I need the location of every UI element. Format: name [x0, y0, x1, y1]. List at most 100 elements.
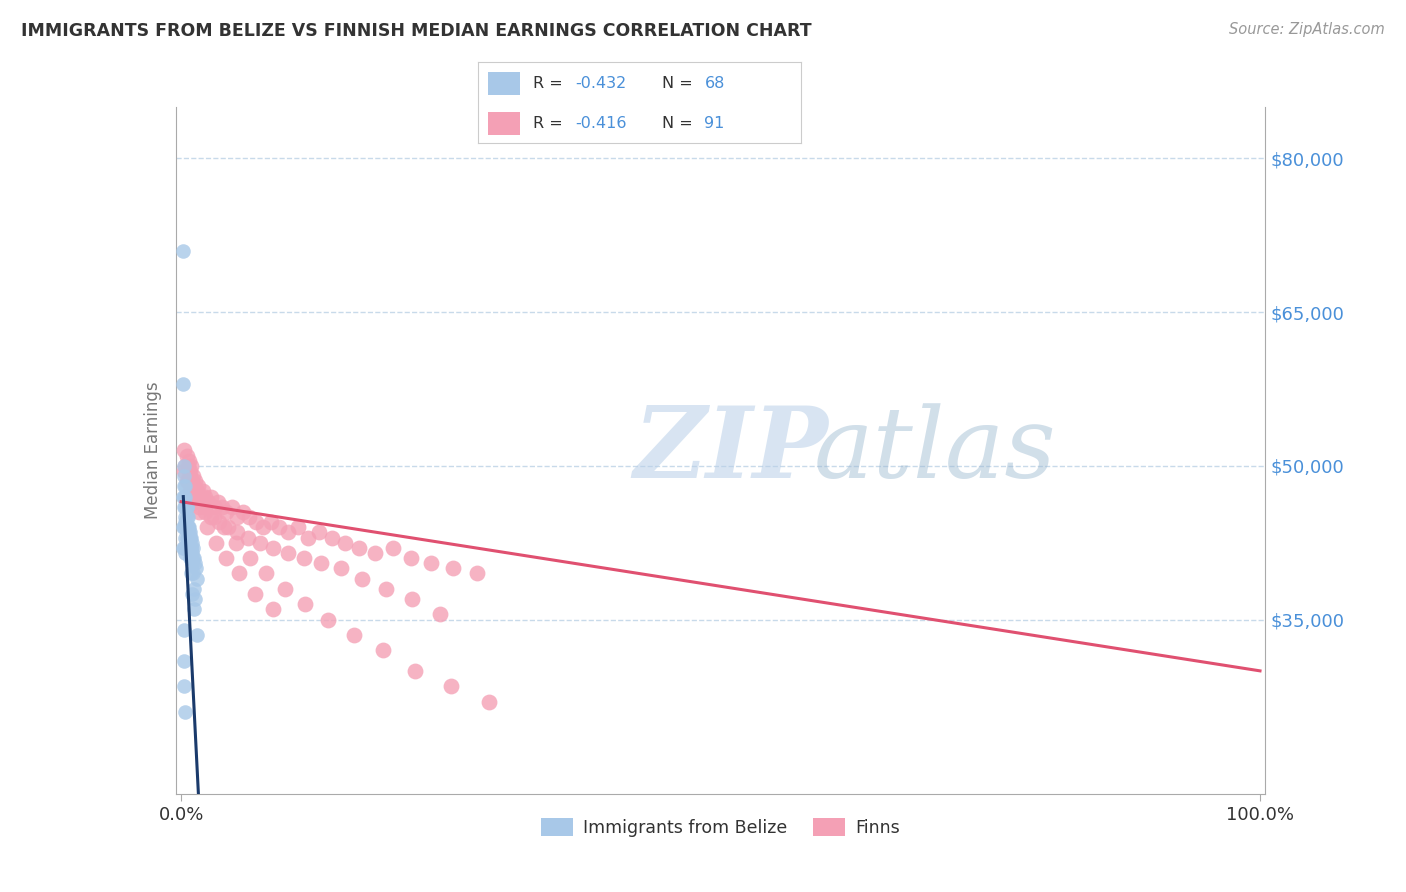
Point [371, 643, 394, 657]
Point [179, 525, 201, 540]
Point [180, 458, 202, 473]
Point [184, 592, 207, 607]
Point [214, 520, 236, 534]
Point [173, 500, 195, 514]
Point [179, 541, 201, 555]
Point [183, 494, 205, 508]
Point [269, 520, 291, 534]
Point [221, 500, 243, 514]
Point [204, 500, 226, 514]
Point [297, 531, 319, 545]
Point [236, 531, 259, 545]
Point [321, 531, 343, 545]
Text: atlas: atlas [813, 403, 1056, 498]
Point [262, 541, 284, 555]
Point [176, 520, 198, 534]
Point [174, 515, 197, 529]
Point [180, 566, 202, 581]
Point [181, 556, 204, 570]
Point [183, 479, 205, 493]
Point [179, 541, 201, 555]
Point [188, 505, 211, 519]
Text: IMMIGRANTS FROM BELIZE VS FINNISH MEDIAN EARNINGS CORRELATION CHART: IMMIGRANTS FROM BELIZE VS FINNISH MEDIAN… [21, 22, 811, 40]
Text: N =: N = [662, 76, 699, 91]
Point [173, 464, 195, 478]
Point [177, 541, 200, 555]
Point [465, 566, 488, 581]
Point [173, 679, 195, 693]
Point [478, 695, 501, 709]
Point [177, 535, 200, 549]
Point [252, 520, 274, 534]
Point [186, 484, 208, 499]
Point [181, 479, 204, 493]
Point [176, 474, 198, 488]
Point [173, 520, 195, 534]
Point [181, 541, 204, 555]
Point [176, 510, 198, 524]
Point [181, 474, 204, 488]
Point [174, 705, 197, 719]
Point [215, 551, 238, 566]
Point [401, 592, 423, 607]
Point [172, 541, 194, 555]
Point [260, 515, 283, 529]
Point [176, 531, 198, 545]
Point [176, 525, 198, 540]
Point [177, 525, 200, 540]
Point [181, 566, 204, 581]
Text: 91: 91 [704, 116, 724, 131]
Point [172, 490, 194, 504]
Point [364, 546, 387, 560]
Point [174, 500, 197, 514]
Point [186, 628, 208, 642]
Point [232, 505, 254, 519]
Point [311, 556, 333, 570]
Point [404, 664, 426, 678]
Point [183, 602, 205, 616]
Point [176, 510, 198, 524]
Point [180, 531, 202, 545]
Point [352, 572, 374, 586]
Text: R =: R = [533, 116, 568, 131]
Point [200, 490, 222, 504]
Point [262, 602, 284, 616]
Point [226, 510, 249, 524]
Point [440, 679, 463, 693]
Point [375, 582, 398, 596]
Point [177, 531, 200, 545]
Point [187, 490, 209, 504]
Point [202, 510, 225, 524]
Point [184, 474, 207, 488]
Point [207, 494, 229, 508]
Point [174, 546, 197, 560]
Point [191, 484, 214, 499]
Point [287, 520, 309, 534]
Point [228, 566, 250, 581]
Legend: Immigrants from Belize, Finns: Immigrants from Belize, Finns [534, 811, 907, 844]
Point [173, 443, 195, 458]
Point [176, 500, 198, 514]
Text: 68: 68 [704, 76, 724, 91]
Point [179, 484, 201, 499]
Point [184, 556, 207, 570]
Text: N =: N = [662, 116, 699, 131]
Point [174, 490, 197, 504]
Point [174, 479, 197, 493]
Point [176, 520, 198, 534]
FancyBboxPatch shape [488, 72, 520, 95]
Point [186, 561, 208, 575]
Point [308, 525, 330, 540]
Point [179, 531, 201, 545]
Point [179, 551, 201, 566]
Point [176, 531, 198, 545]
Point [200, 510, 222, 524]
Point [429, 607, 451, 622]
Point [316, 613, 339, 627]
Point [173, 479, 195, 493]
Point [186, 572, 208, 586]
Point [195, 520, 218, 534]
Point [215, 505, 238, 519]
Point [239, 551, 262, 566]
Point [420, 556, 443, 570]
